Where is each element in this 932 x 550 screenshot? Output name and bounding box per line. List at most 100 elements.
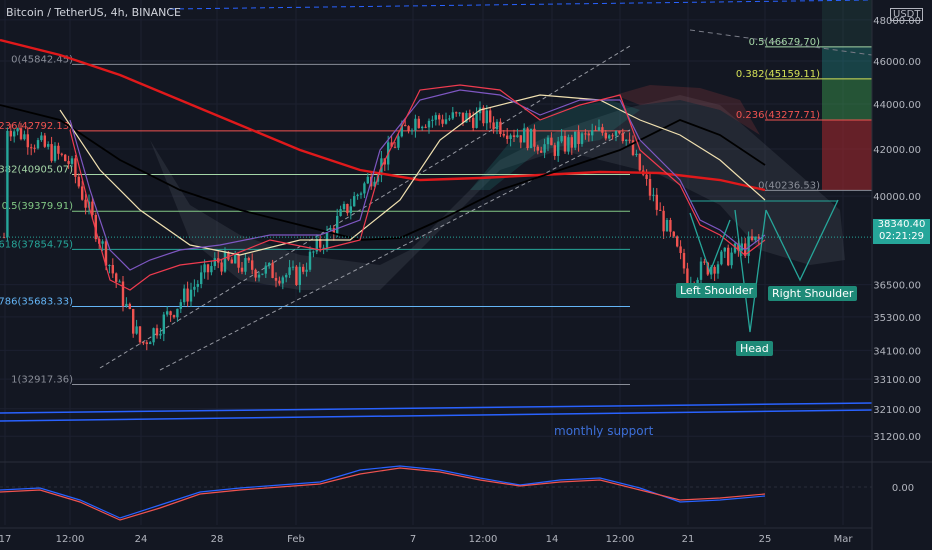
x-tick-label: 17 [0, 534, 11, 545]
candle-body [672, 231, 675, 237]
fib-level-label: 1(32917.36) [11, 374, 73, 385]
candle-body [591, 130, 594, 136]
head-label[interactable]: Head [736, 341, 773, 356]
candle-body [424, 126, 427, 128]
candle-body [563, 135, 567, 152]
candle-body [699, 261, 703, 280]
candle-body [645, 174, 648, 179]
ma-black-line[interactable] [0, 104, 766, 241]
candle-body [325, 229, 329, 248]
candle-body [526, 128, 529, 149]
candle-body [410, 130, 414, 132]
candle-body [580, 133, 584, 145]
candle-body [254, 269, 257, 278]
candle-body [754, 236, 757, 241]
fib-retracement-1[interactable]: 0(45842.45) 0.236(42792.13) 0.382(40905.07… [0, 54, 630, 385]
candle-body [750, 236, 754, 241]
pattern-projection[interactable] [689, 199, 839, 333]
candle-body [533, 128, 536, 147]
fib-retracement-2[interactable]: 0(40236.53) 0.236(43277.71) 0.382(45159.11… [736, 37, 872, 192]
left-shoulder-label[interactable]: Left Shoulder [676, 283, 758, 298]
candle-body [359, 193, 363, 195]
candle-body [353, 196, 356, 207]
fib-level-label: 0(40236.53) [758, 180, 820, 191]
candle-body [516, 135, 519, 138]
candle-body [213, 258, 216, 267]
ma-purple-line[interactable] [69, 89, 766, 271]
trend-channel-lower[interactable] [159, 129, 631, 371]
candle-body [659, 209, 662, 211]
candle-body [121, 281, 125, 306]
y-tick-label: 48000.00 [873, 16, 921, 27]
price-axis[interactable]: 48000.00 46000.00 44000.00 42000.00 40000.00… [871, 0, 921, 550]
ma-cream-line[interactable] [59, 94, 766, 256]
candle-body [220, 262, 223, 272]
candle-body [200, 272, 203, 284]
candle-body [706, 262, 709, 275]
pattern-leg [765, 199, 839, 282]
right-shoulder-label[interactable]: Right Shoulder [768, 286, 858, 301]
candle-body [489, 110, 492, 123]
candle-body [485, 110, 488, 124]
candle-body [397, 136, 400, 148]
x-tick-label: 12:00 [56, 534, 85, 545]
candle-body [618, 130, 621, 134]
candle-body [193, 286, 196, 290]
candle-body [84, 199, 87, 208]
candle-body [475, 113, 478, 128]
top-dashed-line[interactable] [169, 0, 873, 10]
upper-zone [822, 0, 872, 47]
candle-body [9, 130, 12, 137]
oscillator-line-red [0, 467, 766, 521]
candle-body [240, 267, 244, 272]
candle-body [81, 186, 84, 200]
monthly-support-line[interactable] [0, 402, 873, 414]
candle-body [543, 144, 546, 153]
monthly-support-label[interactable]: monthly support [554, 424, 654, 438]
candle-body [434, 115, 437, 120]
candle-body [570, 137, 573, 148]
profit-zone [822, 78, 872, 121]
candle-body [312, 251, 315, 253]
candle-body [244, 258, 247, 272]
candle-body [101, 241, 104, 244]
candles[interactable] [2, 101, 764, 351]
ma-red-line[interactable] [0, 38, 766, 192]
candle-body [176, 308, 179, 318]
candle-body [560, 135, 563, 142]
candle-body [43, 135, 46, 147]
symbol-title[interactable]: Bitcoin / TetherUS, 4h, BINANCE [6, 6, 182, 19]
fib-level-label: 0.786(35683.33) [0, 296, 73, 307]
candle-body [611, 135, 614, 137]
candle-body [94, 214, 97, 240]
candle-body [305, 269, 308, 272]
candle-body [149, 342, 152, 345]
candle-body [186, 288, 189, 302]
candle-body [621, 133, 624, 142]
candle-body [64, 154, 67, 162]
candle-body [427, 120, 431, 128]
last-price: 38340.40 [877, 219, 926, 230]
ma-pinkred-line[interactable] [69, 84, 766, 291]
candle-body [278, 280, 281, 284]
candle-body [400, 125, 403, 137]
candle-body [614, 130, 618, 136]
candle-body [234, 254, 237, 264]
candle-body [251, 260, 254, 270]
resistance-dashed-line[interactable] [689, 29, 873, 56]
candle-body [710, 266, 713, 275]
candle-body [652, 194, 655, 196]
candle-body [155, 328, 159, 336]
trend-channel-upper[interactable] [99, 45, 631, 369]
bar-countdown: 02:21:29 [879, 231, 924, 242]
fib-level-label: 0.382(40905.07) [0, 164, 73, 175]
candle-body [655, 194, 658, 210]
monthly-support-line[interactable] [0, 409, 873, 422]
candle-body [366, 176, 369, 184]
candle-body [67, 161, 70, 164]
y-tick-label: 36500.00 [873, 281, 921, 292]
candle-body [713, 266, 716, 274]
candle-body [512, 135, 516, 138]
